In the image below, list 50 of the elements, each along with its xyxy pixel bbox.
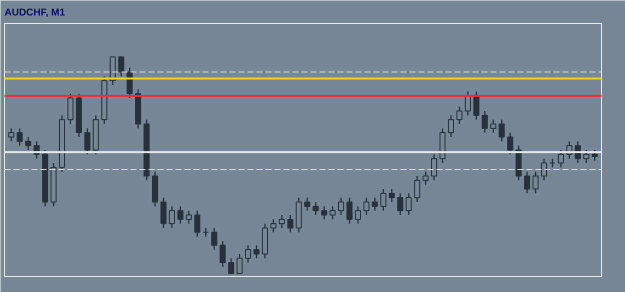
candlestick <box>372 197 378 212</box>
candlestick <box>118 56 124 78</box>
candlestick <box>414 175 420 203</box>
candlestick <box>456 106 462 125</box>
candlestick <box>507 132 514 155</box>
candlestick <box>338 197 344 216</box>
candlestick <box>422 171 429 186</box>
candlestick <box>304 197 310 212</box>
candlestick <box>177 206 184 224</box>
candlestick <box>380 188 386 212</box>
candlestick <box>245 244 252 264</box>
candlestick <box>160 197 167 229</box>
candlestick <box>406 192 412 216</box>
chart-title: AUDCHF, M1 <box>4 8 66 18</box>
candlestick <box>16 128 23 146</box>
candlestick <box>498 119 505 142</box>
candlestick <box>186 210 192 224</box>
candlestick <box>67 93 74 125</box>
candlestick <box>388 188 395 203</box>
candlestick <box>25 136 32 151</box>
candlestick <box>312 201 319 216</box>
candlestick <box>270 218 276 233</box>
candlestick <box>354 206 361 224</box>
candlestick <box>490 119 496 134</box>
candlestick <box>84 128 90 155</box>
candlestick <box>448 114 454 138</box>
candlestick <box>168 206 175 229</box>
candlestick <box>287 214 294 233</box>
candlestick <box>532 171 539 194</box>
candlestick <box>8 128 14 142</box>
candlestick <box>278 214 285 229</box>
candlestick <box>346 197 353 224</box>
candlestick <box>482 110 488 134</box>
candlestick <box>583 149 590 164</box>
candlestick <box>321 206 328 220</box>
candlestick <box>211 227 218 250</box>
candlestick <box>397 192 404 216</box>
candlestick <box>194 210 200 238</box>
candlestick <box>253 244 260 259</box>
candlestick <box>431 154 438 181</box>
candlestick <box>202 227 209 238</box>
candlestick <box>228 258 234 274</box>
candlestick <box>540 158 548 181</box>
candlestick <box>220 240 226 268</box>
candlestick <box>330 206 336 220</box>
candlestick <box>363 197 370 216</box>
candlestick <box>524 171 530 194</box>
candlestick <box>592 149 598 162</box>
candlestick <box>558 149 564 168</box>
candlestick <box>473 90 480 120</box>
